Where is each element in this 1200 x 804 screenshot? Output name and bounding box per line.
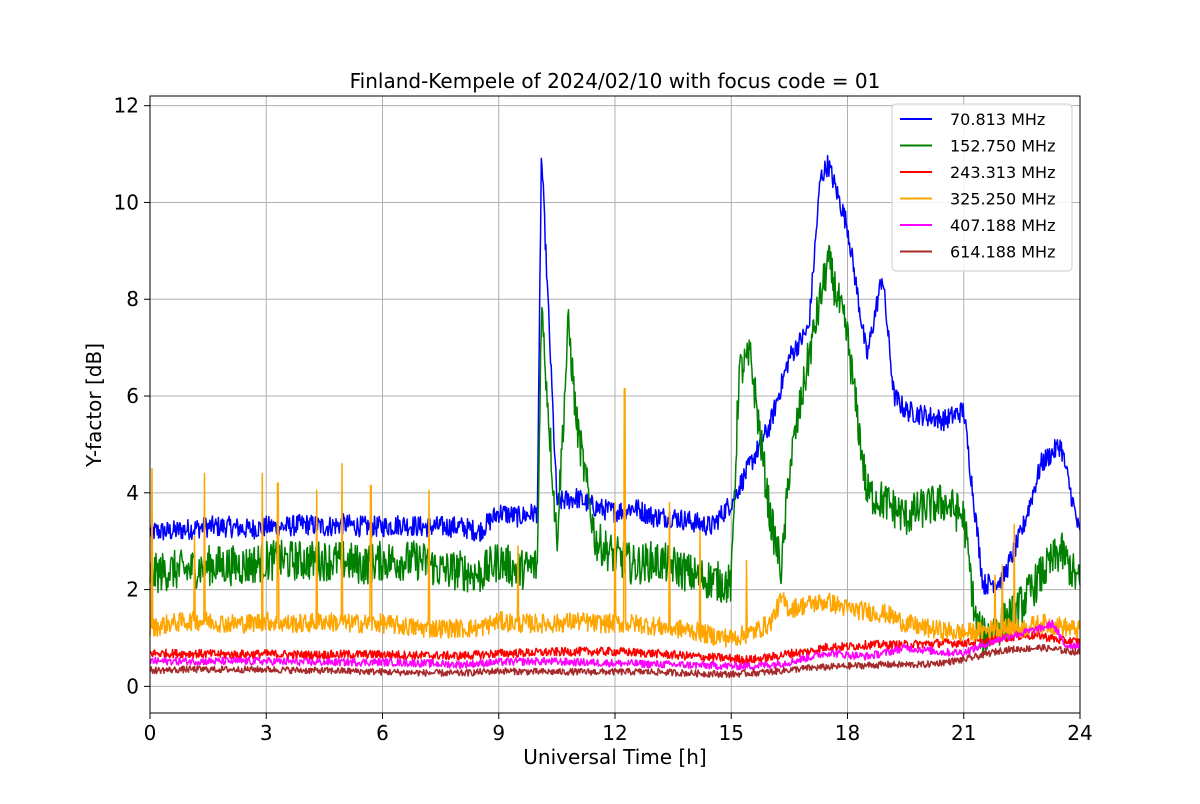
series-line xyxy=(149,388,1081,648)
x-tick-label: 6 xyxy=(376,721,389,745)
x-tick-label: 18 xyxy=(835,721,860,745)
y-tick-label: 12 xyxy=(114,94,139,118)
y-tick-label: 6 xyxy=(126,384,139,408)
legend-label: 70.813 MHz xyxy=(950,110,1045,129)
x-tick-label: 0 xyxy=(144,721,157,745)
series-line xyxy=(149,630,1081,665)
legend-label: 152.750 MHz xyxy=(950,137,1055,156)
y-tick-label: 0 xyxy=(126,674,139,698)
legend-label: 325.250 MHz xyxy=(950,190,1055,209)
x-tick-label: 9 xyxy=(492,721,505,745)
y-axis-label: Y-factor [dB] xyxy=(82,343,106,468)
x-axis-label: Universal Time [h] xyxy=(523,745,706,769)
series-line xyxy=(149,643,1081,679)
x-tick-label: 24 xyxy=(1067,721,1092,745)
series-line xyxy=(149,619,1081,671)
x-tick-label: 12 xyxy=(602,721,627,745)
legend-label: 614.188 MHz xyxy=(950,243,1055,262)
y-tick-label: 2 xyxy=(126,578,139,602)
chart-title: Finland-Kempele of 2024/02/10 with focus… xyxy=(350,69,881,93)
x-tick-label: 15 xyxy=(719,721,744,745)
y-tick-label: 4 xyxy=(126,481,139,505)
legend-label: 407.188 MHz xyxy=(950,216,1055,235)
series-group xyxy=(149,154,1081,679)
y-tick-label: 8 xyxy=(126,287,139,311)
x-tick-label: 21 xyxy=(951,721,976,745)
x-tick-label: 3 xyxy=(260,721,273,745)
y-tick-label: 10 xyxy=(114,190,139,214)
legend-box xyxy=(891,103,1073,272)
legend: 70.813 MHz 152.750 MHz 243.313 MHz 325.250 … xyxy=(891,103,1073,272)
legend-label: 243.313 MHz xyxy=(950,163,1055,182)
